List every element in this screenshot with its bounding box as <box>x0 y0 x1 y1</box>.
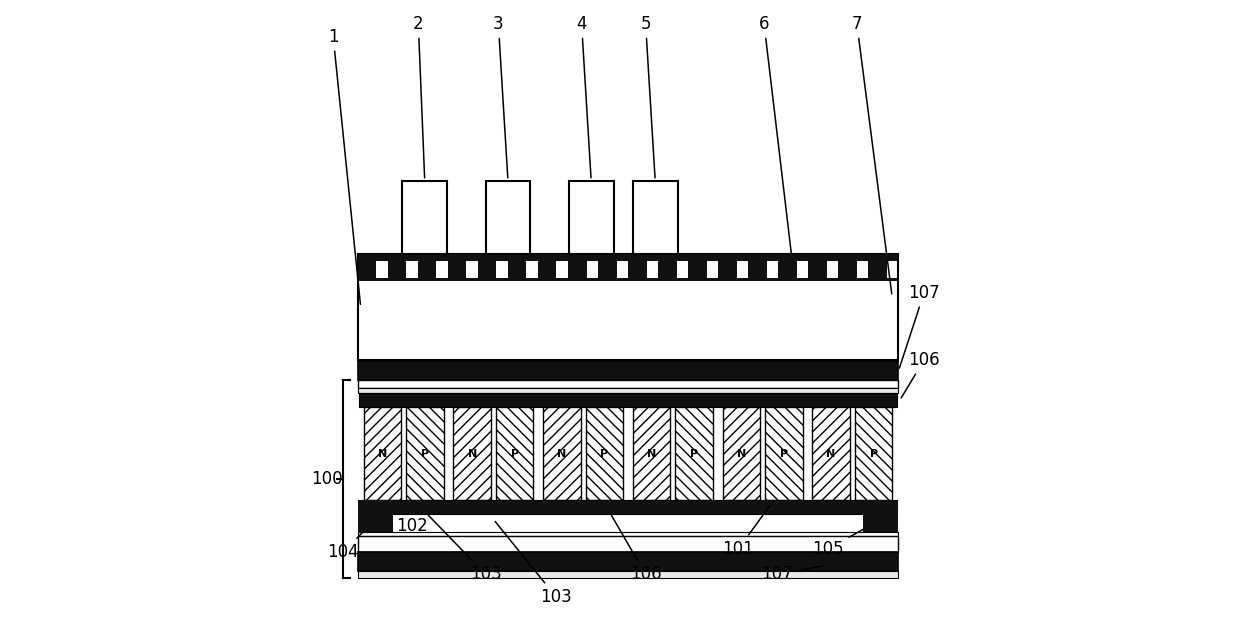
Text: N: N <box>827 449 836 458</box>
Bar <box>598 261 616 278</box>
Bar <box>718 261 737 278</box>
Bar <box>358 500 898 514</box>
Bar <box>632 407 671 500</box>
Bar <box>357 361 899 381</box>
Bar <box>388 261 407 278</box>
Bar <box>569 181 614 254</box>
Bar <box>357 388 899 394</box>
Text: 105: 105 <box>812 521 878 557</box>
Bar <box>838 261 857 278</box>
Text: 4: 4 <box>577 15 591 178</box>
Text: 6: 6 <box>759 15 792 264</box>
Bar <box>357 532 899 536</box>
Text: 2: 2 <box>413 15 424 178</box>
Bar <box>402 181 448 254</box>
Bar <box>454 407 491 500</box>
Bar <box>486 181 531 254</box>
Text: P: P <box>600 449 609 458</box>
Bar <box>405 407 444 500</box>
Bar <box>357 536 899 552</box>
Bar <box>854 407 893 500</box>
Bar <box>418 261 436 278</box>
Text: P: P <box>689 449 698 458</box>
Bar <box>627 261 646 278</box>
Bar <box>812 407 849 500</box>
Bar <box>632 181 677 254</box>
Text: 106: 106 <box>901 351 940 398</box>
Text: 107: 107 <box>899 284 940 368</box>
Bar <box>357 571 899 577</box>
Text: 103: 103 <box>428 515 501 583</box>
Bar <box>748 261 766 278</box>
Bar <box>357 261 376 278</box>
Bar <box>496 407 533 500</box>
Bar <box>363 407 402 500</box>
Bar <box>808 261 827 278</box>
Bar <box>688 261 707 278</box>
Bar <box>357 278 899 281</box>
Bar <box>508 261 527 278</box>
Text: 7: 7 <box>852 15 892 294</box>
Bar <box>538 261 557 278</box>
Text: 104: 104 <box>327 521 373 561</box>
Bar <box>448 261 466 278</box>
Bar <box>863 500 899 532</box>
Bar <box>357 381 899 388</box>
Text: 100: 100 <box>311 470 343 488</box>
Text: P: P <box>869 449 878 458</box>
Text: 102: 102 <box>383 507 428 536</box>
Text: N: N <box>737 449 746 458</box>
Bar <box>357 500 393 532</box>
Bar <box>568 261 587 278</box>
Text: P: P <box>780 449 787 458</box>
Text: 101: 101 <box>723 505 770 557</box>
Text: 5: 5 <box>640 15 655 178</box>
Bar <box>765 407 802 500</box>
Text: N: N <box>557 449 567 458</box>
Bar <box>357 254 899 261</box>
Bar <box>868 261 887 278</box>
Text: N: N <box>378 449 387 458</box>
Text: 106: 106 <box>611 515 661 583</box>
Text: 107: 107 <box>761 565 822 583</box>
Bar <box>723 407 760 500</box>
Text: 1: 1 <box>327 28 361 304</box>
Bar <box>357 552 899 571</box>
Text: 103: 103 <box>495 521 572 606</box>
Text: N: N <box>467 449 477 458</box>
Text: P: P <box>511 449 518 458</box>
Bar <box>357 254 899 360</box>
Bar <box>358 394 898 407</box>
Text: N: N <box>647 449 656 458</box>
Bar <box>477 261 496 278</box>
Bar <box>585 407 624 500</box>
Bar <box>658 261 677 278</box>
Bar <box>779 261 797 278</box>
Text: P: P <box>420 449 429 458</box>
Bar <box>543 407 580 500</box>
Bar <box>676 407 713 500</box>
Text: 3: 3 <box>494 15 508 178</box>
